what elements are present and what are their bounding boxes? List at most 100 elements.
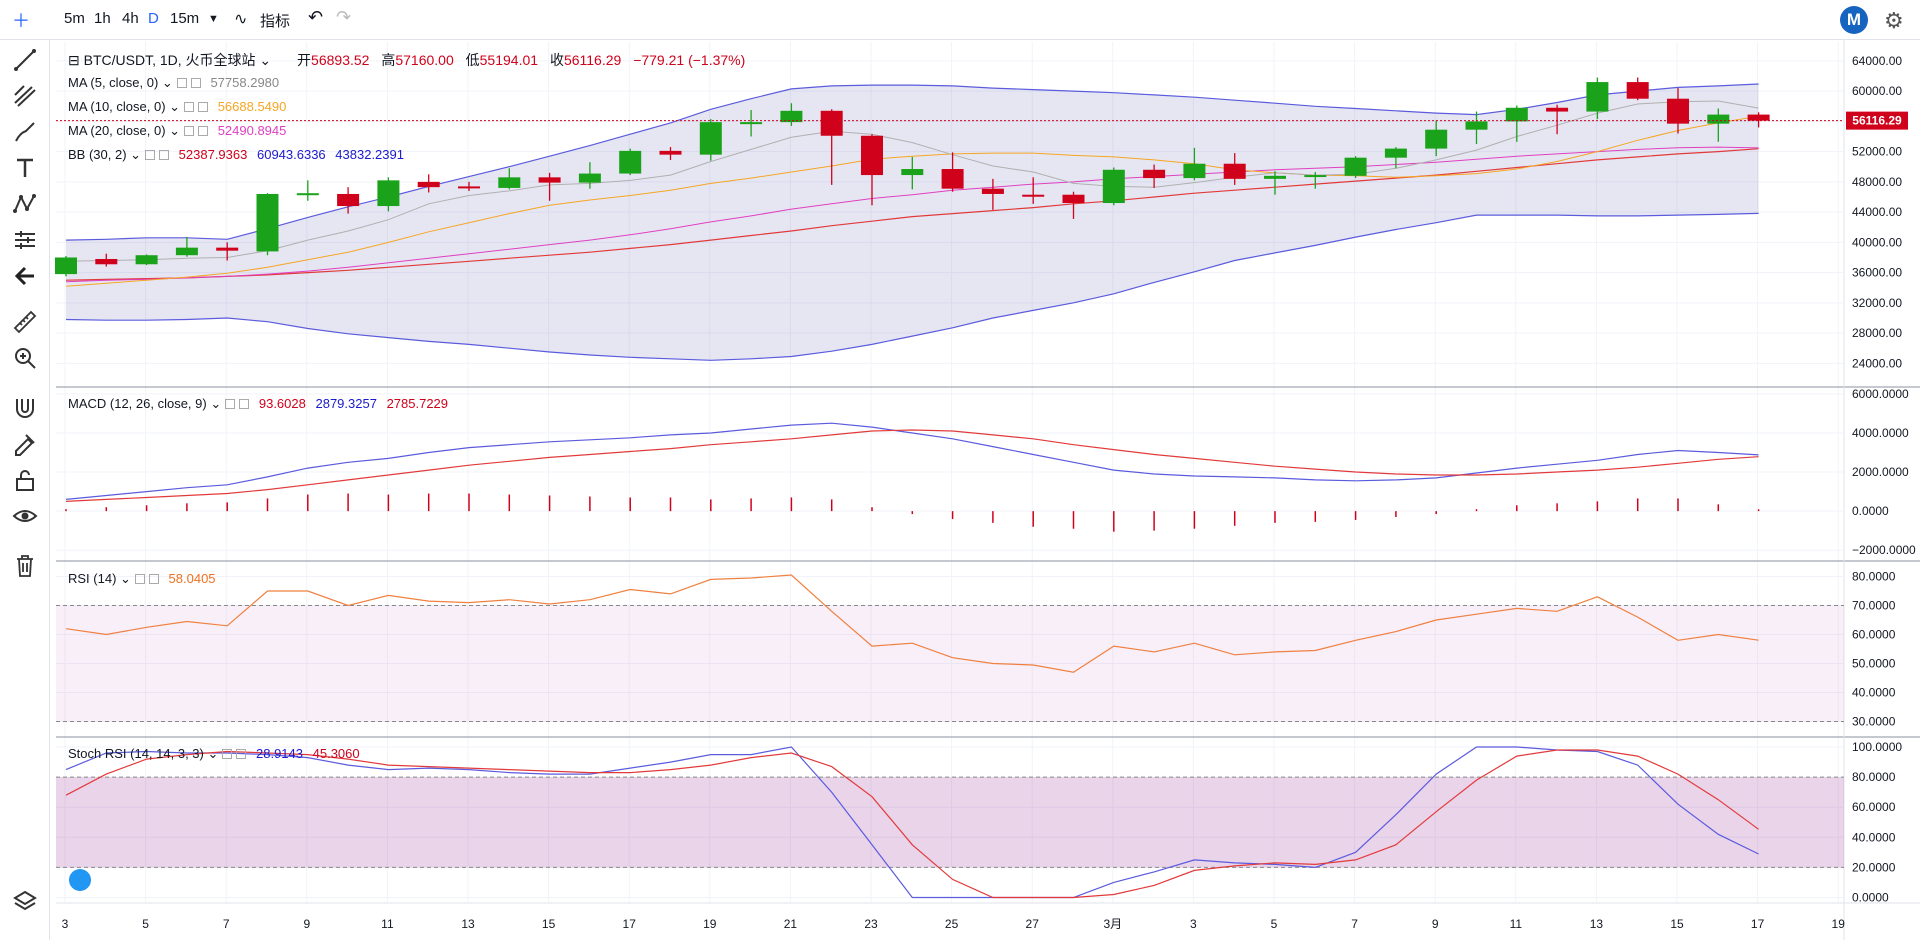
indicators-icon[interactable]: ∿ (234, 11, 248, 28)
undo-icon[interactable]: ↶ (308, 7, 324, 27)
rsi-tick-label: 30.0000 (1852, 715, 1896, 729)
macd-legend[interactable]: MACD (12, 26, close, 9) ⌄ 93.6028 2879.3… (68, 396, 449, 411)
macd-signal-line (65, 429, 1759, 502)
settings-icon[interactable] (184, 102, 195, 112)
settings-icon[interactable] (134, 574, 145, 584)
ma10-legend[interactable]: MA (10, close, 0) ⌄ 56688.5490 (68, 99, 287, 114)
price-tick-label: 24000.00 (1852, 356, 1902, 370)
rsi-tick-label: 40.0000 (1852, 686, 1896, 700)
candle-body (901, 169, 924, 176)
interval-1h-button[interactable]: 1h (94, 10, 111, 27)
settings-icon[interactable] (222, 749, 233, 759)
bb-legend[interactable]: BB (30, 2) ⌄ 52387.9363 60943.6336 43832… (68, 147, 404, 162)
close-icon[interactable] (190, 78, 201, 88)
indicators-button[interactable]: 指标 (260, 13, 291, 30)
candle-body (1546, 107, 1569, 112)
candle-body (1747, 114, 1770, 121)
candle-body (820, 110, 843, 136)
interval-15m-button[interactable]: 15m (170, 10, 200, 27)
close-icon[interactable] (148, 574, 159, 584)
close-icon[interactable] (198, 102, 209, 112)
ma5-legend[interactable]: MA (5, close, 0) ⌄ 57758.2980 (68, 75, 280, 90)
settings-icon[interactable] (176, 78, 187, 88)
back-arrow-icon[interactable] (12, 263, 38, 289)
bb-basis-line (65, 148, 1759, 281)
pattern-icon[interactable] (12, 191, 38, 217)
x-tick-label: 15 (1670, 917, 1684, 931)
ma20-line (65, 146, 1759, 283)
ma5-line (65, 100, 1759, 262)
price-tick-label: 44000.00 (1852, 205, 1902, 219)
x-tick-label: 9 (303, 917, 310, 931)
close-icon[interactable] (239, 399, 250, 409)
trend-line-icon[interactable] (12, 47, 38, 73)
rsi-legend[interactable]: RSI (14) ⌄ 58.0405 (68, 571, 216, 586)
ma20-legend[interactable]: MA (20, close, 0) ⌄ 52490.8945 (68, 123, 287, 138)
x-tick-label: 11 (1510, 917, 1523, 931)
candle-body (377, 180, 400, 207)
pitchfork-icon[interactable] (12, 83, 38, 109)
chevron-down-icon[interactable]: ⌄ (259, 52, 272, 68)
crosshair-icon[interactable]: ＋ (12, 11, 30, 31)
interval-5m-button[interactable]: 5m (64, 10, 85, 27)
close-icon[interactable] (159, 150, 170, 160)
ma5-value: 57758.2980 (210, 75, 280, 90)
text-icon[interactable] (12, 155, 38, 181)
candle-body (1304, 175, 1327, 178)
macd-line-value: 2879.3257 (315, 396, 377, 411)
stoch-legend[interactable]: Stoch RSI (14, 14, 3, 3) ⌄ 28.9143 45.30… (68, 746, 360, 761)
interval-4h-button[interactable]: 4h (122, 10, 139, 27)
bb-label: BB (30, 2) (68, 147, 127, 162)
x-tick-label: 15 (542, 917, 556, 931)
stoch-tick-label: 60.0000 (1852, 800, 1896, 814)
collapse-icon[interactable]: ⊟ (68, 52, 80, 68)
x-tick-label: 19 (703, 917, 717, 931)
eye-icon[interactable] (12, 503, 38, 529)
candle-body (1344, 157, 1367, 176)
ma10-value: 56688.5490 (217, 99, 287, 114)
redo-icon[interactable]: ↷ (336, 7, 352, 27)
unlock-icon[interactable] (12, 467, 38, 493)
price-tick-label: 32000.00 (1852, 296, 1902, 310)
bb-lower-value: 43832.2391 (335, 147, 404, 162)
x-tick-label: 3 (1190, 917, 1197, 931)
settings-icon[interactable] (184, 126, 195, 136)
candle-body (256, 193, 279, 252)
candle-body (1586, 82, 1609, 112)
layers-icon[interactable] (12, 888, 38, 914)
lock-pencil-icon[interactable] (12, 431, 38, 457)
trash-icon[interactable] (12, 553, 38, 579)
close-icon[interactable] (198, 126, 209, 136)
ma10-label: MA (10, close, 0) (68, 99, 166, 114)
candle-body (659, 150, 682, 155)
chevron-down-icon[interactable]: ▼ (208, 13, 219, 25)
settings-icon[interactable] (145, 150, 156, 160)
interval-d-button[interactable]: D (148, 10, 159, 27)
price-tick-label: 64000.00 (1852, 54, 1902, 68)
magnet-icon[interactable] (12, 395, 38, 421)
settings-icon[interactable] (225, 399, 236, 409)
candle-body (175, 247, 198, 256)
ruler-icon[interactable] (12, 309, 38, 335)
bb-band-fill (66, 84, 1759, 361)
zoom-in-icon[interactable] (12, 345, 38, 371)
candle-body (1264, 175, 1286, 179)
close-icon[interactable] (236, 749, 247, 759)
candle-body (699, 122, 722, 155)
symbol-legend: ⊟ BTC/USDT, 1D, 火币全球站 ⌄ 开56893.52 高57160… (68, 50, 745, 70)
stoch-tick-label: 100.0000 (1852, 740, 1902, 754)
forecast-icon[interactable] (12, 227, 38, 253)
gear-icon[interactable]: ⚙ (1884, 8, 1904, 33)
bb-basis-value: 52387.9363 (178, 147, 248, 162)
symbol-title[interactable]: BTC/USDT, 1D, 火币全球站 (83, 52, 256, 68)
candle-body (337, 193, 360, 207)
low-label: 低 (465, 52, 480, 68)
brush-icon[interactable] (12, 119, 38, 145)
x-tick-label: 7 (223, 917, 230, 931)
change-value: −779.21 (−1.37%) (633, 52, 746, 68)
x-tick-label: 21 (784, 917, 798, 931)
macd-tick-label: −2000.0000 (1852, 543, 1916, 557)
drawing-toolbar (0, 40, 50, 940)
candle-body (1022, 194, 1045, 197)
